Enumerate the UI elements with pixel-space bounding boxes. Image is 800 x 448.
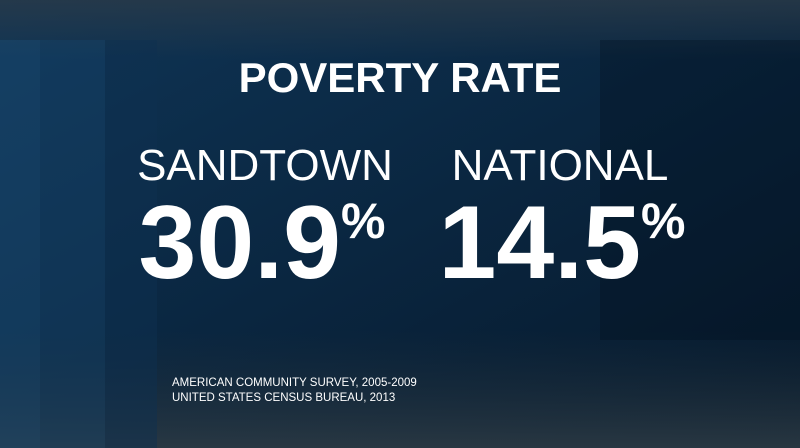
shade <box>600 40 800 340</box>
stat-value-line: 30.9% <box>139 185 386 301</box>
title: POVERTY RATE <box>239 54 562 101</box>
source-line: UNITED STATES CENSUS BUREAU, 2013 <box>172 392 395 404</box>
stat-label: NATIONAL <box>452 141 669 190</box>
stat-unit: % <box>641 193 685 249</box>
stat-unit: % <box>341 193 385 249</box>
source-line: AMERICAN COMMUNITY SURVEY, 2005-2009 <box>172 377 417 389</box>
stripe <box>40 40 105 448</box>
stripe <box>0 40 40 448</box>
stat-value-line: 14.5% <box>439 185 686 301</box>
stat-value: 30.9 <box>139 185 341 301</box>
stripe <box>105 40 157 448</box>
stat-value: 14.5 <box>439 185 641 301</box>
stat-label: SANDTOWN <box>137 141 393 190</box>
